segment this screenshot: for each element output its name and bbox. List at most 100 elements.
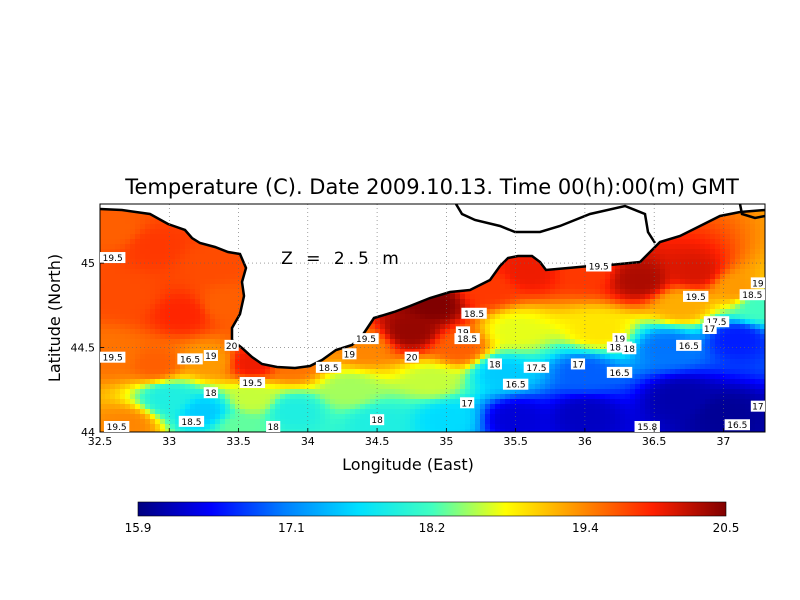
heatmap-cell bbox=[625, 319, 631, 325]
heatmap-cell bbox=[140, 354, 146, 360]
heatmap-cell bbox=[515, 404, 521, 410]
heatmap-cell bbox=[160, 274, 166, 280]
heatmap-cell bbox=[250, 369, 256, 375]
heatmap-cell bbox=[420, 374, 426, 380]
heatmap-cell bbox=[305, 389, 311, 395]
heatmap-cell bbox=[100, 234, 106, 240]
heatmap-cell bbox=[300, 394, 306, 400]
heatmap-cell bbox=[405, 369, 411, 375]
heatmap-cell bbox=[170, 344, 176, 350]
heatmap-cell bbox=[100, 244, 106, 250]
heatmap-cell bbox=[220, 289, 226, 295]
heatmap-cell bbox=[395, 419, 401, 425]
heatmap-cell bbox=[555, 269, 561, 275]
heatmap-cell bbox=[170, 299, 176, 305]
heatmap-cell bbox=[600, 399, 606, 405]
heatmap-cell bbox=[150, 339, 156, 345]
heatmap-cell bbox=[145, 374, 151, 380]
heatmap-cell bbox=[595, 339, 601, 345]
heatmap-cell bbox=[210, 259, 216, 265]
heatmap-cell bbox=[590, 284, 596, 290]
heatmap-cell bbox=[325, 399, 331, 405]
heatmap-cell bbox=[340, 359, 346, 365]
heatmap-cell bbox=[125, 214, 131, 220]
heatmap-cell bbox=[150, 239, 156, 245]
heatmap-cell bbox=[190, 364, 196, 370]
heatmap-cell bbox=[605, 389, 611, 395]
heatmap-cell bbox=[415, 404, 421, 410]
heatmap-cell bbox=[580, 429, 586, 432]
heatmap-cell bbox=[520, 314, 526, 320]
heatmap-cell bbox=[120, 319, 126, 325]
heatmap-cell bbox=[545, 309, 551, 315]
heatmap-cell bbox=[425, 424, 431, 430]
heatmap-cell bbox=[550, 419, 556, 425]
heatmap-cell bbox=[205, 334, 211, 340]
heatmap-cell bbox=[400, 369, 406, 375]
heatmap-cell bbox=[265, 399, 271, 405]
heatmap-cell bbox=[485, 429, 491, 432]
heatmap-cell bbox=[180, 394, 186, 400]
heatmap-cell bbox=[510, 404, 516, 410]
heatmap-cell bbox=[530, 289, 536, 295]
heatmap-cell bbox=[140, 344, 146, 350]
heatmap-cell bbox=[445, 389, 451, 395]
heatmap-cell bbox=[510, 309, 516, 315]
heatmap-cell bbox=[140, 254, 146, 260]
heatmap-cell bbox=[640, 319, 646, 325]
heatmap-cell bbox=[370, 389, 376, 395]
heatmap-cell bbox=[525, 319, 531, 325]
heatmap-cell bbox=[460, 354, 466, 360]
heatmap-cell bbox=[235, 284, 241, 290]
heatmap-cell bbox=[510, 424, 516, 430]
heatmap-cell bbox=[220, 324, 226, 330]
heatmap-cell bbox=[180, 389, 186, 395]
heatmap-cell bbox=[160, 354, 166, 360]
heatmap-cell bbox=[435, 364, 441, 370]
heatmap-cell bbox=[120, 289, 126, 295]
heatmap-cell bbox=[180, 249, 186, 255]
heatmap-cell bbox=[200, 374, 206, 380]
heatmap-cell bbox=[120, 249, 126, 255]
heatmap-cell bbox=[395, 374, 401, 380]
heatmap-cell bbox=[600, 379, 606, 385]
heatmap-cell bbox=[450, 349, 456, 355]
heatmap-cell bbox=[170, 394, 176, 400]
heatmap-cell bbox=[415, 334, 421, 340]
heatmap-cell bbox=[485, 399, 491, 405]
heatmap-cell bbox=[145, 254, 151, 260]
heatmap-cell bbox=[640, 329, 646, 335]
heatmap-cell bbox=[250, 414, 256, 420]
heatmap-cell bbox=[230, 274, 236, 280]
heatmap-cell bbox=[450, 399, 456, 405]
heatmap-cell bbox=[380, 314, 386, 320]
heatmap-cell bbox=[150, 314, 156, 320]
heatmap-cell bbox=[630, 264, 636, 270]
heatmap-cell bbox=[530, 339, 536, 345]
heatmap-cell bbox=[435, 419, 441, 425]
heatmap-cell bbox=[180, 279, 186, 285]
heatmap-cell bbox=[570, 299, 576, 305]
heatmap-cell bbox=[485, 289, 491, 295]
heatmap-cell bbox=[175, 314, 181, 320]
heatmap-cell bbox=[435, 404, 441, 410]
heatmap-cell bbox=[305, 399, 311, 405]
heatmap-cell bbox=[240, 269, 246, 275]
heatmap-cell bbox=[145, 324, 151, 330]
heatmap-cell bbox=[630, 369, 636, 375]
heatmap-cell bbox=[180, 369, 186, 375]
heatmap-cell bbox=[585, 284, 591, 290]
heatmap-cell bbox=[575, 369, 581, 375]
heatmap-cell bbox=[235, 264, 241, 270]
heatmap-cell bbox=[175, 299, 181, 305]
heatmap-cell bbox=[535, 389, 541, 395]
heatmap-cell bbox=[190, 319, 196, 325]
heatmap-cell bbox=[465, 429, 471, 432]
heatmap-cell bbox=[170, 249, 176, 255]
heatmap-cell bbox=[500, 269, 506, 275]
heatmap-cell bbox=[290, 429, 296, 432]
heatmap-cell bbox=[115, 264, 121, 270]
heatmap-cell bbox=[455, 384, 461, 390]
heatmap-cell bbox=[320, 384, 326, 390]
heatmap-cell bbox=[140, 304, 146, 310]
